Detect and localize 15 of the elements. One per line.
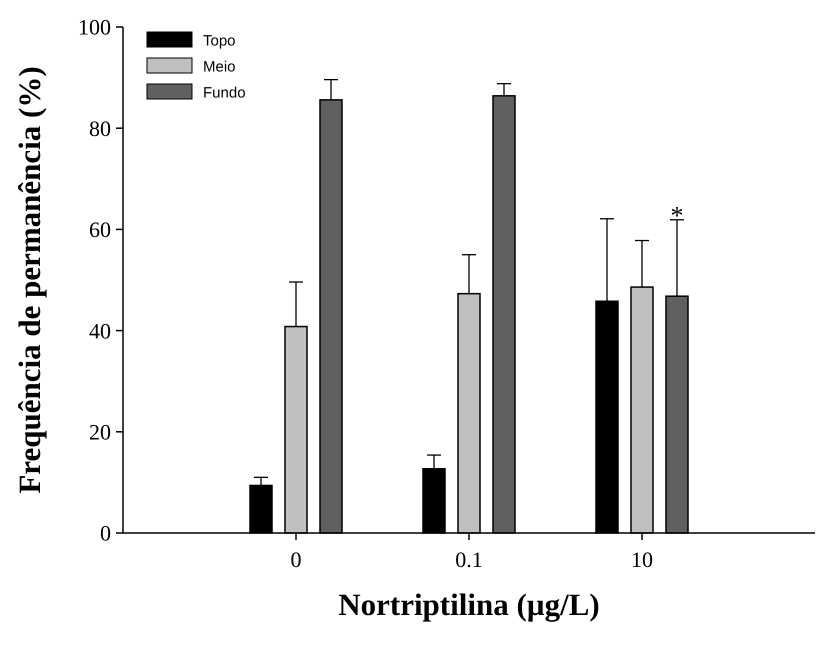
x-tick-label: 0 [290,547,302,572]
annotation: * [670,200,684,230]
y-axis-title: Frequência de permanência (%) [12,66,47,494]
x-tick-label: 10 [631,547,653,572]
y-tick-label: 40 [89,318,111,344]
x-axis-title: Nortriptilina (µg/L) [338,587,600,622]
y-tick-label: 20 [89,420,111,444]
legend-label: Meio [203,58,236,76]
y-tick-label: 100 [78,14,111,40]
x-tick-label: 0.1 [455,547,483,572]
legend-label: Topo [203,32,236,50]
y-tick-label: 80 [89,116,111,141]
y-tick-label: 0 [100,520,111,546]
legend-label: Fundo [203,84,246,102]
y-tick-label: 60 [89,217,111,242]
